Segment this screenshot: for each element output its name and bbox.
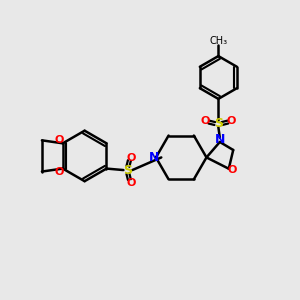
Text: O: O xyxy=(201,116,210,126)
Text: N: N xyxy=(215,133,225,146)
Text: CH₃: CH₃ xyxy=(209,36,227,46)
Text: O: O xyxy=(126,178,136,188)
Text: O: O xyxy=(55,135,64,145)
Text: N: N xyxy=(149,151,160,164)
Text: O: O xyxy=(228,165,237,175)
Text: S: S xyxy=(123,164,132,177)
Text: O: O xyxy=(126,153,136,163)
Text: O: O xyxy=(55,167,64,177)
Text: O: O xyxy=(227,116,236,126)
Text: S: S xyxy=(214,117,223,130)
